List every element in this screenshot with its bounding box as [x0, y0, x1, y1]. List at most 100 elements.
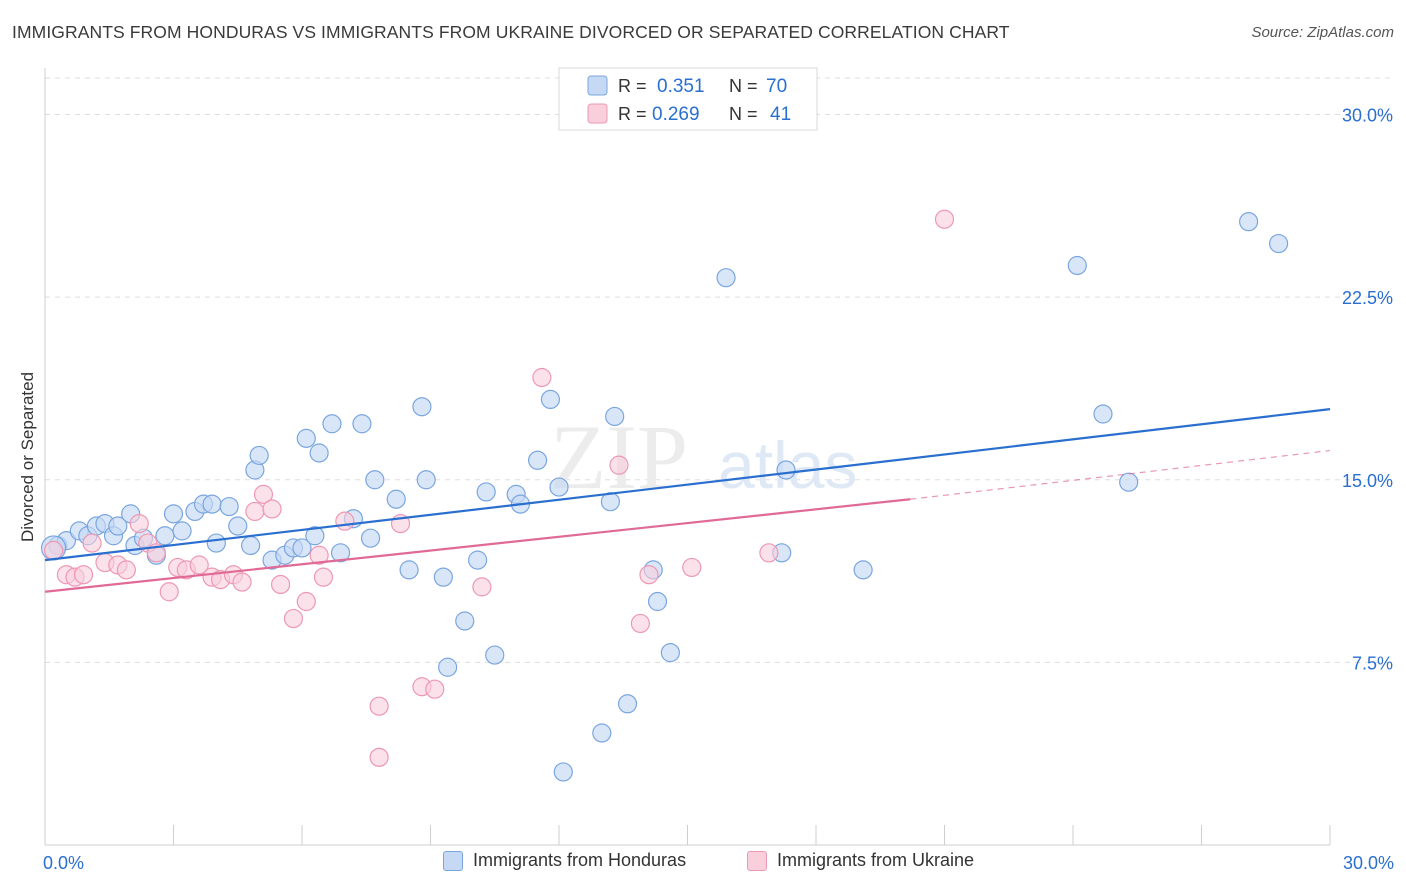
- bottom-legend: Immigrants from Honduras Immigrants from…: [0, 850, 1406, 880]
- honduras-point: [660, 643, 680, 663]
- honduras-point: [416, 470, 436, 490]
- y-tick-label-2: 22.5%: [1342, 288, 1393, 308]
- trendline-honduras: [44, 408, 1331, 562]
- honduras-point: [553, 762, 573, 782]
- ukraine-point: [189, 555, 209, 575]
- legend-swatch-honduras: [443, 850, 463, 871]
- honduras-point: [360, 528, 381, 548]
- honduras-point: [352, 414, 372, 434]
- ukraine-point: [369, 747, 389, 767]
- ukraine-point: [335, 511, 355, 531]
- honduras-point: [241, 535, 261, 556]
- trendline-ukraine: [44, 498, 911, 593]
- honduras-point: [206, 533, 226, 553]
- honduras-point: [249, 445, 269, 466]
- legend-item-honduras[interactable]: Immigrants from Honduras: [443, 850, 686, 871]
- honduras-point: [219, 496, 239, 517]
- honduras-point: [1093, 404, 1113, 424]
- stats-legend: R = 0.351 N = 70 R = 0.269 N = 41: [558, 67, 818, 131]
- honduras-point: [540, 389, 561, 410]
- ukraine-point: [630, 613, 650, 634]
- honduras-point: [776, 460, 796, 480]
- ukraine-point: [253, 484, 274, 504]
- honduras-point: [647, 591, 668, 612]
- ukraine-point: [73, 565, 94, 585]
- honduras-point: [399, 560, 419, 580]
- ukraine-point: [82, 533, 102, 553]
- honduras-point: [438, 657, 458, 677]
- honduras-point: [1268, 233, 1289, 254]
- ukraine-point: [682, 557, 702, 578]
- ukraine-point: [369, 696, 389, 716]
- honduras-point: [549, 477, 569, 497]
- honduras-point: [605, 406, 625, 427]
- honduras-point: [292, 538, 312, 558]
- honduras-point: [155, 526, 175, 546]
- honduras-point: [853, 560, 873, 580]
- honduras-point: [163, 504, 184, 524]
- ukraine-point: [609, 455, 629, 475]
- honduras-point: [1239, 212, 1259, 232]
- y-tick-label-1: 15.0%: [1342, 471, 1393, 491]
- honduras-point: [365, 470, 385, 490]
- honduras-point: [172, 521, 192, 541]
- ukraine-point: [639, 565, 659, 585]
- honduras-point: [617, 694, 638, 714]
- honduras-point: [485, 645, 505, 665]
- legend-item-ukraine[interactable]: Immigrants from Ukraine: [747, 850, 974, 871]
- ukraine-point: [934, 209, 955, 229]
- ukraine-point: [232, 572, 252, 592]
- honduras-point: [202, 494, 222, 514]
- ukraine-point: [245, 501, 265, 522]
- ukraine-point: [296, 591, 316, 612]
- honduras-point: [527, 450, 548, 470]
- honduras-point: [592, 723, 612, 743]
- y-axis-title: Divorced or Separated: [18, 372, 37, 542]
- stats-legend-n-value-honduras: 70: [766, 76, 787, 97]
- stats-legend-swatch-ukraine: [587, 103, 608, 124]
- ukraine-point: [532, 367, 552, 388]
- source-label: Source: ZipAtlas.com: [1251, 24, 1394, 41]
- trendlines: [44, 408, 1331, 593]
- x-tick-labels: 0.0% 30.0%: [43, 853, 1394, 873]
- legend-label-honduras: Immigrants from Honduras: [473, 850, 687, 870]
- legend-label-ukraine: Immigrants from Ukraine: [777, 850, 975, 870]
- honduras-point: [228, 516, 248, 536]
- x-tick-label-max: 30.0%: [1343, 853, 1394, 873]
- honduras-point: [386, 489, 406, 509]
- ukraine-point: [129, 513, 149, 534]
- series-ukraine-points: [43, 209, 955, 767]
- stats-legend-r-label-ukraine: R =: [618, 104, 647, 124]
- stats-legend-r-label-honduras: R =: [618, 76, 647, 96]
- honduras-point: [716, 268, 736, 288]
- x-tick-label-min: 0.0%: [43, 853, 84, 873]
- stats-legend-n-label-ukraine: N =: [729, 104, 758, 124]
- honduras-point: [1119, 472, 1139, 492]
- honduras-point: [476, 482, 496, 502]
- stats-legend-swatch-honduras: [587, 75, 608, 96]
- ukraine-point: [116, 560, 136, 580]
- honduras-point: [1067, 255, 1087, 276]
- y-tick-labels: 7.5% 15.0% 22.5% 30.0%: [1342, 106, 1393, 674]
- trendline-ukraine-extension: [910, 449, 1331, 500]
- honduras-point: [468, 550, 488, 570]
- y-tick-label-0: 7.5%: [1352, 653, 1393, 673]
- y-tick-label-3: 30.0%: [1342, 106, 1393, 126]
- honduras-point: [455, 611, 475, 631]
- honduras-point: [296, 428, 316, 448]
- ukraine-point: [313, 567, 334, 587]
- ukraine-point: [425, 679, 445, 699]
- stats-legend-n-label-honduras: N =: [729, 76, 758, 96]
- ukraine-point: [262, 499, 282, 519]
- legend-swatch-ukraine: [747, 850, 767, 871]
- honduras-point: [330, 543, 351, 563]
- ukraine-point: [270, 574, 291, 595]
- stats-legend-r-value-ukraine: 0.269: [652, 104, 700, 125]
- x-ticks: [44, 825, 1331, 845]
- honduras-point: [412, 397, 432, 417]
- stats-legend-n-value-ukraine: 41: [770, 104, 791, 125]
- ukraine-point: [43, 540, 64, 560]
- ukraine-point: [759, 543, 779, 563]
- honduras-point: [433, 567, 453, 587]
